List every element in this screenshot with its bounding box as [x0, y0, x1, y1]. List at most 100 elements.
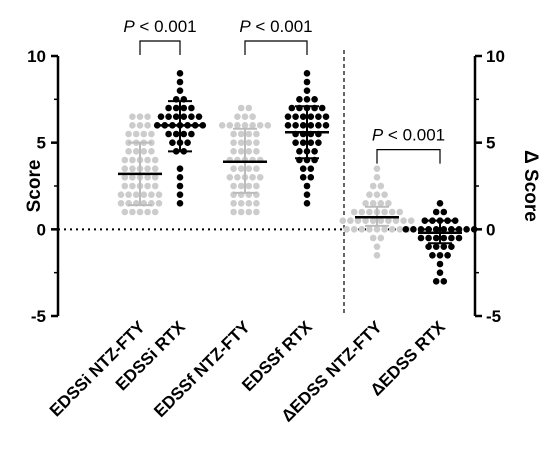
- data-point: [288, 104, 296, 112]
- data-point: [230, 148, 237, 155]
- data-point: [440, 234, 448, 242]
- data-point: [373, 165, 381, 172]
- data-point: [121, 174, 129, 181]
- data-point: [366, 226, 373, 233]
- data-point: [369, 182, 377, 190]
- data-point: [245, 139, 253, 146]
- data-point: [125, 148, 132, 155]
- data-point: [388, 208, 396, 216]
- data-point: [176, 165, 184, 172]
- points-layer: [117, 70, 478, 285]
- data-point: [299, 174, 307, 181]
- data-point: [373, 191, 381, 198]
- data-point: [234, 113, 241, 120]
- data-point: [296, 148, 303, 155]
- data-point: [144, 182, 151, 190]
- data-point: [230, 208, 237, 216]
- data-point: [117, 191, 125, 198]
- data-point: [117, 200, 125, 207]
- data-point: [188, 104, 195, 112]
- data-point: [432, 208, 440, 216]
- data-point: [470, 226, 478, 233]
- data-point: [381, 191, 388, 198]
- data-point: [148, 191, 155, 198]
- data-point: [392, 217, 400, 224]
- data-point: [140, 130, 148, 138]
- data-point: [230, 200, 237, 207]
- data-point: [245, 200, 253, 207]
- data-point: [148, 148, 155, 155]
- data-point: [253, 130, 260, 138]
- data-point: [237, 104, 245, 112]
- data-point: [176, 182, 184, 190]
- data-point: [429, 252, 436, 259]
- data-point: [350, 208, 358, 216]
- data-point: [176, 70, 184, 77]
- data-point: [410, 226, 417, 233]
- data-point: [299, 165, 307, 172]
- data-point: [144, 122, 151, 129]
- data-point: [381, 226, 388, 233]
- data-point: [165, 113, 172, 120]
- data-point: [129, 208, 136, 216]
- data-point: [303, 200, 311, 207]
- data-point: [315, 113, 322, 120]
- data-point: [249, 113, 256, 120]
- data-point: [234, 174, 241, 181]
- data-point: [230, 130, 237, 138]
- p-value-text: < 0.001: [135, 17, 197, 36]
- data-point: [296, 96, 303, 103]
- data-point: [402, 226, 410, 233]
- data-point: [121, 182, 129, 190]
- data-point: [144, 165, 151, 172]
- data-point: [347, 217, 354, 224]
- data-point: [463, 226, 470, 233]
- data-point: [245, 208, 253, 216]
- data-point: [256, 174, 264, 181]
- data-point: [169, 139, 176, 146]
- data-point: [172, 130, 180, 138]
- data-point: [230, 182, 237, 190]
- data-point: [157, 113, 165, 120]
- data-point: [425, 226, 432, 233]
- data-point: [253, 200, 260, 207]
- data-point: [264, 122, 272, 129]
- data-point: [218, 122, 226, 129]
- data-point: [396, 226, 404, 233]
- data-point: [237, 165, 245, 172]
- data-point: [144, 174, 151, 181]
- data-point: [237, 200, 245, 207]
- data-point: [241, 122, 249, 129]
- data-point: [315, 122, 322, 129]
- data-point: [303, 96, 311, 103]
- data-point: [151, 174, 159, 181]
- data-point: [373, 243, 381, 250]
- data-point: [245, 165, 253, 172]
- data-point: [129, 122, 136, 129]
- p-value-label: P < 0.001: [123, 17, 196, 36]
- data-point: [151, 156, 159, 164]
- data-point: [199, 122, 207, 129]
- data-point: [245, 148, 253, 155]
- data-point: [253, 139, 260, 146]
- data-point: [292, 113, 299, 120]
- data-point: [436, 200, 444, 207]
- data-point: [125, 130, 132, 138]
- data-point: [303, 182, 311, 190]
- data-point: [284, 122, 292, 129]
- data-point: [311, 96, 318, 103]
- data-point: [366, 191, 373, 198]
- data-point: [237, 130, 245, 138]
- data-point: [440, 226, 448, 233]
- data-point: [299, 122, 307, 129]
- data-point: [436, 269, 444, 276]
- data-point: [234, 122, 241, 129]
- right-tick-label: 0: [486, 220, 495, 239]
- p-value-symbol: P: [239, 17, 251, 36]
- data-point: [358, 208, 366, 216]
- data-point: [121, 156, 129, 164]
- data-point: [407, 217, 415, 224]
- left-tick-label: -5: [31, 307, 46, 326]
